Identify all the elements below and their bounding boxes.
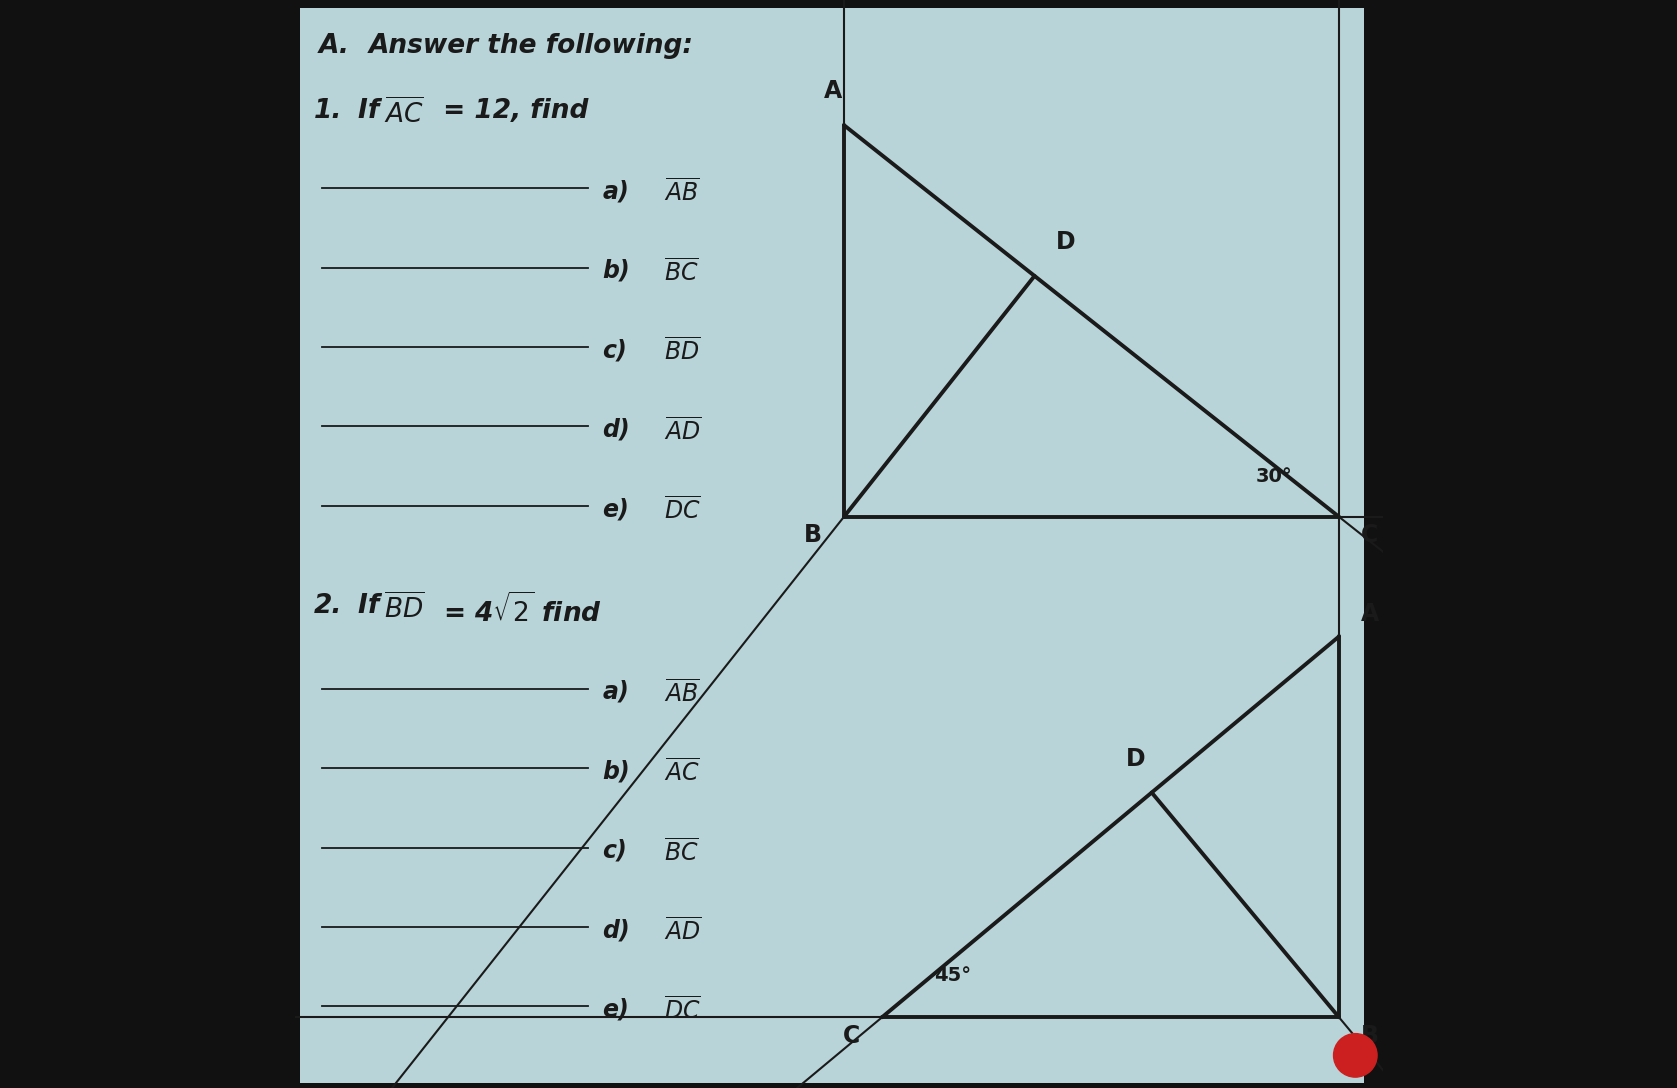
Text: If: If [357, 98, 387, 124]
Text: e): e) [602, 998, 629, 1022]
Text: C: C [844, 1024, 860, 1048]
Text: $\overline{BC}$: $\overline{BC}$ [664, 839, 699, 866]
Text: $\overline{DC}$: $\overline{DC}$ [664, 497, 701, 524]
Text: 45°: 45° [934, 966, 971, 985]
Text: b): b) [602, 259, 631, 283]
Text: a): a) [602, 180, 629, 203]
Text: e): e) [602, 497, 629, 521]
Text: 2.: 2. [314, 593, 342, 619]
Text: Answer the following:: Answer the following: [369, 33, 693, 59]
Text: $\overline{BC}$: $\overline{BC}$ [664, 259, 699, 286]
Text: A.: A. [319, 33, 349, 59]
Text: 30°: 30° [1256, 468, 1291, 486]
Text: $\overline{AD}$: $\overline{AD}$ [664, 918, 703, 945]
Text: $\overline{BD}$: $\overline{BD}$ [664, 338, 701, 366]
Text: If: If [357, 593, 387, 619]
Text: B: B [805, 523, 822, 547]
Text: $\overline{AD}$: $\overline{AD}$ [664, 418, 703, 445]
Text: c): c) [602, 338, 627, 362]
Text: D: D [1125, 746, 1145, 770]
Text: c): c) [602, 839, 627, 863]
Text: $\overline{AB}$: $\overline{AB}$ [664, 680, 699, 707]
Text: C: C [1360, 523, 1378, 547]
Text: $\overline{AC}$: $\overline{AC}$ [664, 759, 701, 787]
Text: B: B [1360, 1024, 1378, 1048]
Text: A: A [1360, 602, 1378, 626]
Text: = 12, find: = 12, find [434, 98, 589, 124]
Text: $\overline{BD}$: $\overline{BD}$ [384, 593, 424, 623]
Text: $\overline{DC}$: $\overline{DC}$ [664, 998, 701, 1025]
Text: a): a) [602, 680, 629, 704]
Text: D: D [1057, 231, 1077, 255]
Text: d): d) [602, 918, 631, 942]
Text: A: A [823, 79, 842, 103]
FancyBboxPatch shape [300, 8, 1363, 1083]
Text: $\overline{AC}$: $\overline{AC}$ [384, 98, 424, 128]
Text: d): d) [602, 418, 631, 442]
Text: = 4$\sqrt{2}$ find: = 4$\sqrt{2}$ find [434, 593, 602, 628]
Text: 1.: 1. [314, 98, 342, 124]
Circle shape [1333, 1034, 1377, 1077]
Text: $\overline{AB}$: $\overline{AB}$ [664, 180, 699, 207]
Text: b): b) [602, 759, 631, 783]
